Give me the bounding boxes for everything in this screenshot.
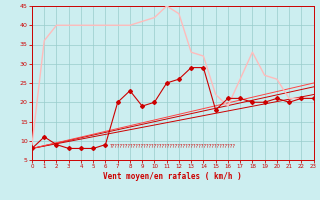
X-axis label: Vent moyen/en rafales ( km/h ): Vent moyen/en rafales ( km/h ) <box>103 172 242 181</box>
Text: ????????????????????????????????????????????????: ????????????????????????????????????????… <box>110 144 236 149</box>
